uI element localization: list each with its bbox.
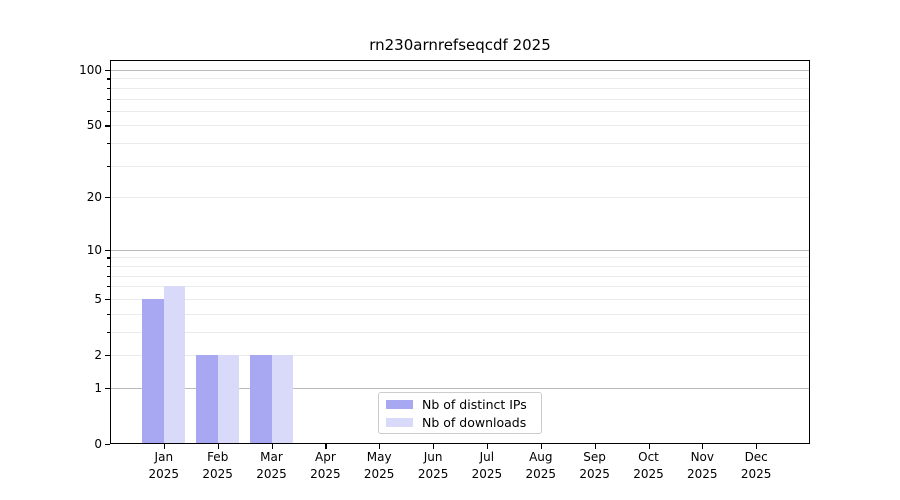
x-tick-label: Aug 2025 — [525, 450, 557, 481]
minor-gridline — [110, 165, 810, 167]
minor-gridline — [110, 275, 810, 277]
minor-gridline — [110, 286, 810, 288]
x-tick-label: Jan 2025 — [148, 450, 180, 481]
y-minor-tick — [107, 331, 110, 333]
y-major-tick — [105, 249, 110, 251]
downloads-bar — [163, 286, 186, 444]
minor-gridline — [110, 143, 810, 145]
x-tick-label: Apr 2025 — [310, 450, 341, 481]
downloads-swatch-icon — [386, 417, 413, 427]
major-gridline — [110, 249, 810, 251]
x-tick-label: Dec 2025 — [740, 450, 772, 481]
x-tick — [486, 444, 489, 449]
x-tick-label: Sep 2025 — [579, 450, 610, 481]
y-tick-label: 0 — [94, 437, 102, 451]
x-tick — [648, 444, 650, 449]
y-minor-tick — [107, 165, 110, 167]
x-tick-label: Jul 2025 — [471, 450, 503, 481]
minor-gridline — [110, 313, 810, 315]
y-tick-label: 1 — [94, 380, 102, 395]
y-minor-tick — [107, 78, 110, 80]
y-major-tick — [105, 355, 110, 357]
minor-gridline — [110, 355, 810, 356]
minor-gridline — [110, 87, 810, 89]
legend-item-distinct-ips: Nb of distinct IPs — [386, 397, 534, 412]
y-major-tick — [105, 444, 110, 446]
y-tick-label: 20 — [86, 190, 102, 205]
y-minor-tick — [107, 98, 110, 100]
y-major-tick — [105, 387, 110, 389]
minor-gridline — [110, 331, 810, 333]
minor-gridline — [110, 197, 810, 199]
x-tick-label: Feb 2025 — [202, 450, 233, 481]
major-gridline — [110, 387, 810, 389]
y-minor-tick — [107, 110, 110, 113]
minor-gridline — [110, 125, 810, 127]
x-tick — [594, 444, 596, 449]
downloads-bar — [217, 355, 240, 444]
distinct-ips-bar — [196, 355, 218, 444]
y-minor-tick — [107, 265, 110, 268]
x-tick — [271, 444, 273, 449]
minor-gridline — [110, 110, 810, 112]
x-tick — [433, 444, 435, 449]
legend-item-downloads: Nb of downloads — [386, 415, 534, 430]
y-minor-tick — [107, 87, 110, 90]
x-tick-label: Oct 2025 — [633, 450, 664, 481]
y-tick-label: 2 — [94, 348, 102, 362]
x-tick-label: Nov 2025 — [687, 450, 718, 481]
x-tick-label: May 2025 — [363, 450, 395, 481]
x-tick — [217, 444, 219, 449]
y-minor-tick — [107, 286, 110, 288]
legend-label: Nb of distinct IPs — [422, 396, 527, 412]
y-minor-tick — [107, 313, 110, 315]
y-tick-label: 10 — [86, 242, 102, 257]
distinct-ips-swatch-icon — [386, 399, 413, 409]
legend-label: Nb of downloads — [422, 414, 527, 430]
minor-gridline — [110, 78, 810, 80]
distinct-ips-bar — [250, 355, 272, 444]
y-major-tick — [105, 125, 110, 127]
y-tick-label: 5 — [94, 291, 102, 306]
y-major-tick — [105, 70, 110, 72]
y-major-tick — [105, 298, 110, 300]
y-tick-label: 50 — [86, 118, 102, 133]
minor-gridline — [110, 257, 810, 259]
downloads-bar — [271, 355, 293, 444]
chart-title: rn230arnrefseqcdf 2025 — [369, 36, 551, 54]
y-minor-tick — [107, 143, 110, 145]
minor-gridline — [110, 98, 810, 100]
x-tick — [325, 444, 327, 449]
x-tick-label: Mar 2025 — [256, 450, 287, 481]
y-minor-tick — [107, 275, 110, 277]
distinct-ips-bar — [142, 298, 164, 444]
y-minor-tick — [107, 257, 110, 259]
minor-gridline — [110, 298, 810, 300]
legend: Nb of distinct IPs Nb of downloads — [378, 392, 542, 434]
major-gridline — [110, 70, 810, 71]
x-tick — [379, 444, 381, 449]
x-tick — [756, 444, 758, 449]
x-tick-label: Jun 2025 — [417, 450, 449, 481]
y-tick-label: 100 — [79, 63, 102, 77]
x-tick — [540, 444, 542, 449]
x-tick — [702, 444, 704, 449]
x-tick — [163, 444, 165, 449]
minor-gridline — [110, 265, 810, 267]
y-major-tick — [105, 197, 110, 199]
